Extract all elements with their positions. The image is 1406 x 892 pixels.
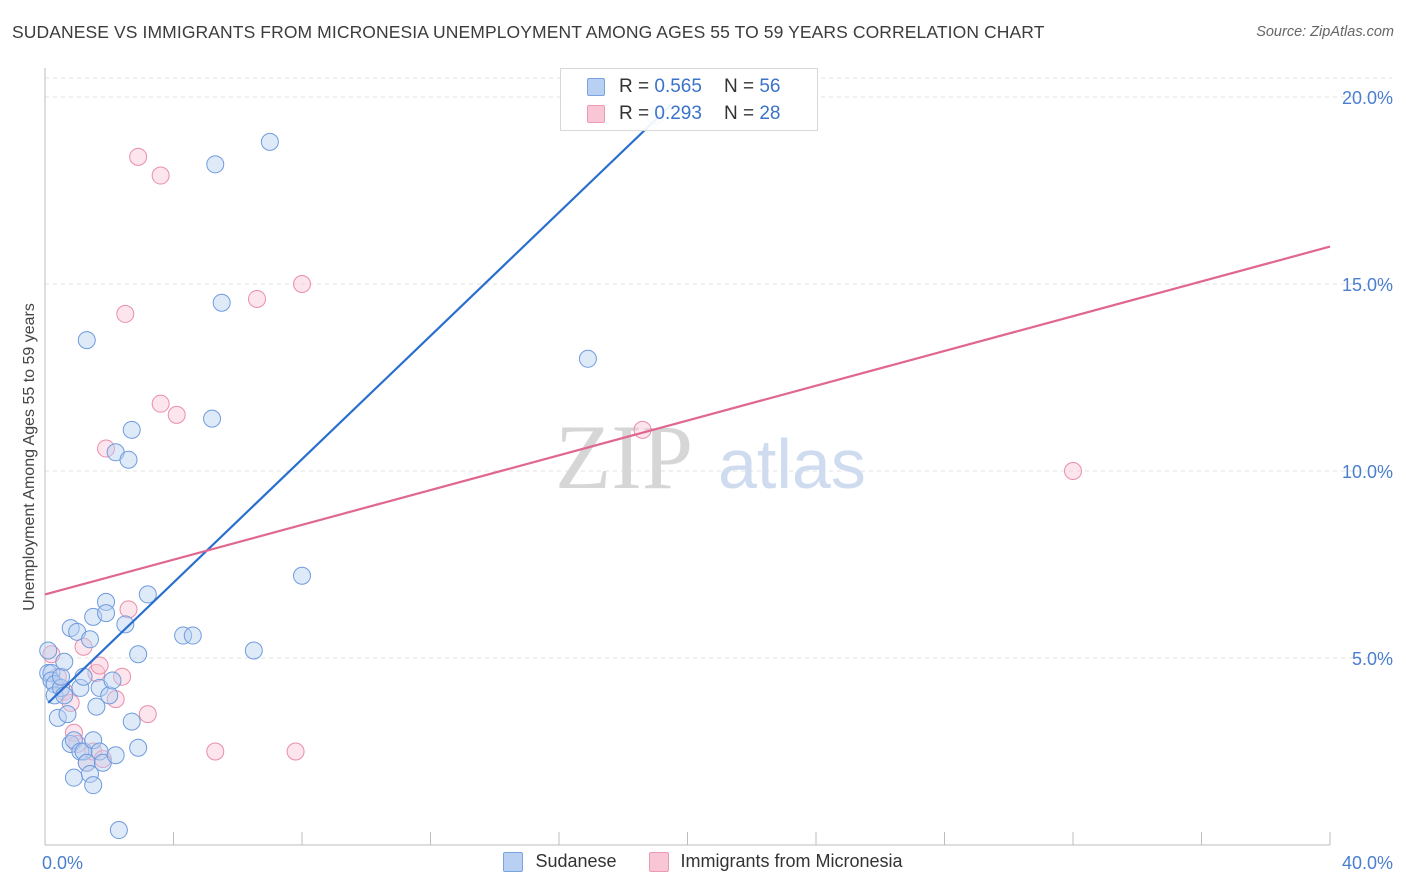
- sudanese-point: [109, 821, 128, 840]
- sudanese-swatch: [587, 78, 605, 96]
- sudanese-point: [138, 585, 157, 604]
- micronesia-point: [633, 420, 652, 439]
- sudanese-point: [122, 712, 141, 731]
- legend-item-micronesia: Immigrants from Micronesia: [648, 851, 903, 872]
- sudanese-point: [55, 686, 74, 705]
- r-label: R =: [619, 103, 650, 124]
- sudanese-trendline: [47, 103, 673, 704]
- n-label: N =: [723, 76, 755, 97]
- micronesia-point: [248, 289, 267, 308]
- legend-row-micronesia: R = 0.293 N = 28: [587, 102, 780, 126]
- micronesia-point: [138, 705, 157, 724]
- sudanese-point: [42, 663, 61, 682]
- tick-labels: 5.0% 10.0% 15.0% 20.0% 0.0% 40.0%: [42, 88, 1393, 873]
- micronesia-point: [119, 600, 138, 619]
- micronesia-point: [286, 742, 305, 761]
- sudanese-point: [77, 753, 96, 772]
- sudanese-legend-label: Sudanese: [535, 851, 617, 871]
- sudanese-point: [293, 566, 311, 585]
- y-tick-label: 20.0%: [1342, 88, 1393, 108]
- chart-title: SUDANESE VS IMMIGRANTS FROM MICRONESIA U…: [12, 22, 1045, 42]
- y-tick-label: 10.0%: [1342, 462, 1393, 482]
- micronesia-point: [293, 275, 311, 293]
- sudanese-point: [206, 155, 225, 174]
- micronesia-point: [129, 147, 148, 166]
- x-tick-label: 40.0%: [1342, 853, 1393, 873]
- micronesia-point: [64, 723, 83, 742]
- micronesia-point: [90, 656, 109, 675]
- sudanese-legend-swatch: [503, 851, 524, 872]
- sudanese-point: [55, 652, 74, 671]
- micronesia-swatch: [587, 105, 605, 123]
- micronesia-point: [206, 742, 225, 761]
- sudanese-point: [129, 645, 148, 664]
- sudanese-point: [77, 331, 96, 350]
- micronesia-point: [167, 405, 186, 424]
- gridlines: [45, 77, 1392, 659]
- y-tick-label: 5.0%: [1352, 649, 1393, 669]
- micronesia-point: [151, 394, 170, 413]
- sudanese-point: [129, 738, 148, 757]
- legend-item-sudanese: Sudanese: [503, 851, 617, 872]
- sudanese-point: [84, 731, 103, 750]
- micronesia-point: [113, 667, 132, 686]
- sudanese-point: [58, 705, 77, 724]
- sudanese-point: [80, 764, 99, 783]
- sudanese-point: [71, 678, 90, 697]
- sudanese-point: [174, 626, 193, 645]
- watermark: ZIP atlas: [555, 406, 866, 508]
- micronesia-legend-swatch: [648, 851, 669, 872]
- sudanese-point: [116, 615, 135, 634]
- micronesia-trendline: [44, 245, 1331, 596]
- watermark-atlas: atlas: [718, 425, 866, 503]
- y-tick-label: 15.0%: [1342, 275, 1393, 295]
- micronesia-point: [74, 637, 93, 656]
- watermark-zip: ZIP: [555, 406, 693, 508]
- legend-row-sudanese: R = 0.565 N = 56: [587, 75, 780, 99]
- sudanese-n-value: 56: [759, 76, 781, 97]
- sudanese-point: [100, 686, 119, 705]
- micronesia-point: [61, 693, 80, 712]
- sudanese-point: [97, 604, 116, 623]
- sudanese-point: [87, 697, 106, 716]
- series-legend: Sudanese Immigrants from Micronesia: [0, 851, 1406, 872]
- micronesia-point: [151, 166, 170, 185]
- source-label: Source: ZipAtlas.com: [1256, 24, 1394, 40]
- sudanese-point: [84, 776, 103, 795]
- sudanese-r-value: 0.565: [654, 76, 702, 97]
- sudanese-point: [203, 409, 222, 428]
- sudanese-point: [39, 641, 58, 660]
- sudanese-point: [244, 641, 263, 660]
- sudanese-point: [260, 132, 279, 151]
- sudanese-point: [106, 746, 125, 765]
- axes: [44, 68, 1331, 846]
- micronesia-point: [116, 304, 135, 323]
- sudanese-point: [48, 708, 67, 727]
- n-label: N =: [723, 103, 755, 124]
- sudanese-point: [74, 667, 93, 686]
- sudanese-point: [52, 667, 71, 686]
- micronesia-n-value: 28: [759, 103, 781, 124]
- r-label: R =: [619, 76, 650, 97]
- trendlines: [44, 103, 1331, 704]
- micronesia-point: [97, 439, 116, 458]
- micronesia-point: [1064, 462, 1082, 480]
- sudanese-point: [212, 293, 231, 312]
- sudanese-point: [578, 349, 597, 368]
- sudanese-point: [119, 450, 138, 469]
- micronesia-r-value: 0.293: [654, 103, 702, 124]
- sudanese-point: [80, 630, 99, 649]
- micronesia-legend-label: Immigrants from Micronesia: [680, 851, 903, 871]
- correlation-legend: R = 0.565 N = 56 R = 0.293 N = 28: [560, 68, 818, 131]
- x-tick-label: 0.0%: [42, 853, 83, 873]
- sudanese-point: [64, 768, 83, 787]
- series-sudanese-points: [39, 106, 665, 840]
- sudanese-point: [122, 420, 141, 439]
- sudanese-point: [183, 626, 202, 645]
- sudanese-point: [103, 671, 122, 690]
